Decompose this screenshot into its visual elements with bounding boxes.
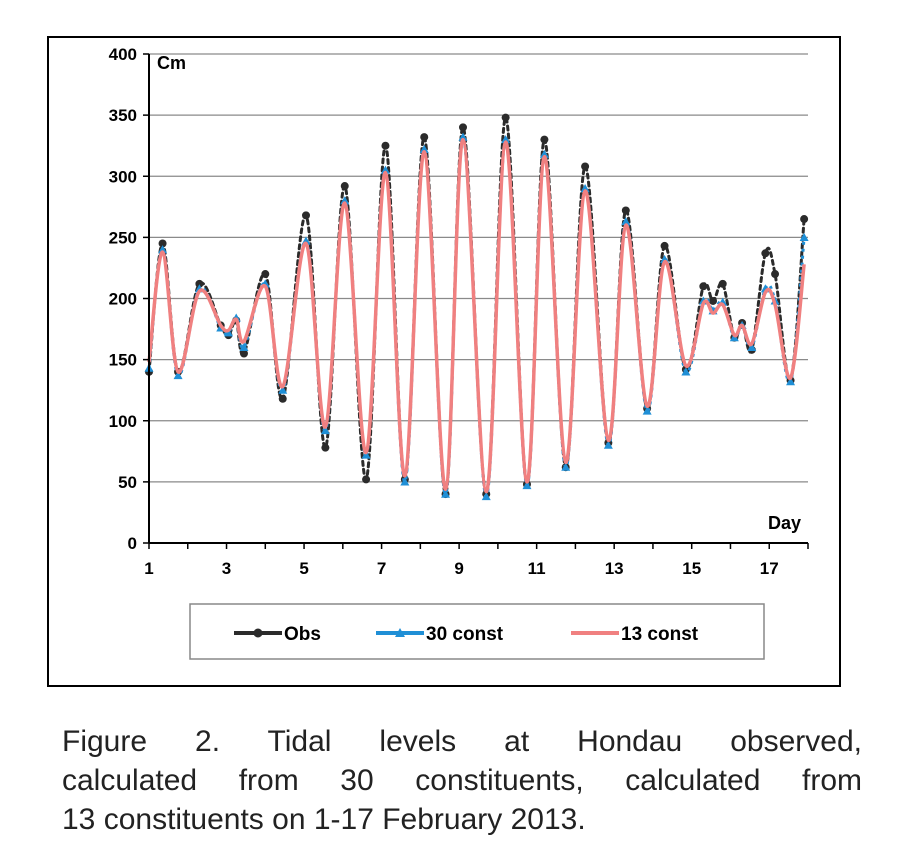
- caption-line-3: 13 constituents on 1-17 February 2013.: [62, 803, 586, 836]
- data-point-obs: [621, 206, 630, 215]
- y-tick-label: 50: [118, 473, 137, 492]
- data-point-30-const: [340, 196, 350, 205]
- legend-label-30-const: 30 const: [426, 624, 504, 645]
- y-tick-label: 400: [109, 45, 137, 64]
- data-point-obs: [709, 296, 718, 305]
- y-tick-label: 200: [109, 290, 137, 309]
- x-tick-label: 7: [377, 559, 386, 578]
- legend-items: Obs 30 const 13 const: [234, 624, 699, 645]
- data-point-30-const: [501, 135, 511, 144]
- data-point-obs: [195, 279, 204, 288]
- data-point-30-const: [380, 165, 390, 174]
- data-point-30-const: [539, 149, 549, 158]
- y-tick-label: 350: [109, 106, 137, 125]
- y-tick-label: 0: [128, 534, 137, 553]
- data-point-obs: [261, 270, 270, 279]
- data-point-obs: [699, 282, 708, 291]
- data-point-30-const: [786, 377, 796, 386]
- y-tick-label: 250: [109, 228, 137, 247]
- caption-line-1: Figure 2. Tidal levels at Hondau observe…: [62, 725, 862, 758]
- data-point-obs: [718, 279, 727, 288]
- data-point-obs: [771, 270, 780, 279]
- data-point-30-const: [441, 489, 451, 498]
- data-point-obs: [321, 443, 330, 452]
- data-point-30-const: [799, 232, 809, 241]
- data-point-obs: [340, 182, 349, 191]
- data-point-obs: [761, 249, 770, 258]
- data-point-obs: [301, 211, 310, 220]
- data-point-30-const: [747, 342, 757, 351]
- data-point-30-const: [223, 328, 233, 337]
- x-tick-label: 9: [454, 559, 463, 578]
- x-tick-label: 3: [222, 559, 231, 578]
- x-tick-label: 1: [144, 559, 153, 578]
- data-point-30-const: [522, 481, 532, 490]
- y-tick-label: 150: [109, 351, 137, 370]
- data-point-30-const: [642, 406, 652, 415]
- data-point-30-const: [681, 367, 691, 376]
- chart-frame: [47, 36, 841, 687]
- series-layer: [144, 113, 809, 501]
- y-tick-labels: 0 50 100 150 200 250 300 350 400: [109, 45, 149, 553]
- data-point-obs: [278, 394, 287, 403]
- x-tick-label: 15: [682, 559, 701, 578]
- x-tick-label: 17: [760, 559, 779, 578]
- data-point-30-const: [361, 450, 371, 459]
- data-point-30-const: [458, 132, 468, 141]
- series-line-13-const: [147, 137, 806, 494]
- data-point-obs: [800, 215, 809, 224]
- legend: Obs 30 const 13 const: [189, 603, 765, 660]
- x-tick-labels: 1 3 5 7 9 11 13 15 17: [144, 543, 809, 578]
- data-point-30-const: [158, 245, 168, 254]
- data-point-obs: [158, 239, 167, 248]
- y-axis-unit-label: Cm: [157, 53, 186, 73]
- data-point-30-const: [419, 144, 429, 153]
- data-point-obs: [239, 349, 248, 358]
- caption-line-2: calculated from 30 constituents, calcula…: [62, 764, 862, 797]
- legend-label-13-const: 13 const: [621, 624, 699, 645]
- legend-box: [189, 603, 765, 660]
- data-point-obs: [660, 241, 669, 250]
- y-tick-label: 300: [109, 167, 137, 186]
- data-point-obs: [540, 135, 549, 144]
- legend-label-obs: Obs: [284, 624, 321, 645]
- data-point-obs: [458, 123, 467, 132]
- data-point-obs: [420, 133, 429, 142]
- data-point-obs: [381, 141, 390, 150]
- data-point-obs: [581, 162, 590, 171]
- data-point-30-const: [603, 440, 613, 449]
- data-point-30-const: [320, 426, 330, 435]
- data-point-30-const: [580, 183, 590, 193]
- data-point-30-const: [621, 216, 631, 226]
- x-axis-label: Day: [768, 513, 801, 533]
- x-tick-label: 5: [299, 559, 308, 578]
- chart-figure: 0 50 100 150 200 250 300 350 400 1 3 5 7 9 11 13 15 17 C…: [47, 36, 841, 687]
- data-point-30-const: [400, 477, 410, 486]
- figure-caption: Figure 2. Tidal levels at Hondau observe…: [62, 722, 862, 839]
- data-point-30-const: [561, 462, 571, 471]
- data-point-30-const: [481, 492, 491, 501]
- data-point-obs: [501, 113, 510, 122]
- x-tick-label: 11: [528, 559, 546, 578]
- legend-marker-obs: [253, 628, 263, 638]
- data-point-30-const: [278, 385, 288, 394]
- y-tick-label: 100: [109, 412, 137, 431]
- legend-marker-30-const: [395, 628, 405, 637]
- data-point-30-const: [173, 371, 183, 380]
- data-point-obs: [362, 475, 371, 484]
- data-point-30-const: [239, 342, 249, 351]
- x-tick-label: 13: [605, 559, 624, 578]
